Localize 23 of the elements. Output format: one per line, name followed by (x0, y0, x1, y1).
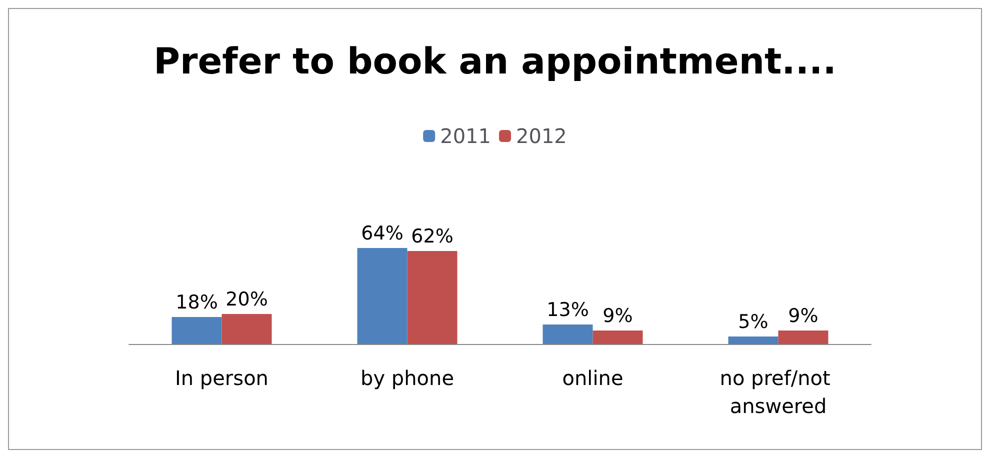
data-label: 18% (176, 292, 218, 314)
data-label: 13% (546, 299, 589, 321)
chart-title: Prefer to book an appointment.... (154, 42, 836, 82)
x-tick-label: online (562, 366, 624, 390)
data-label: 5% (738, 311, 768, 333)
data-label: 9% (788, 305, 818, 327)
bar (592, 330, 643, 344)
legend-label: 2012 (516, 124, 567, 148)
bar (407, 251, 458, 344)
x-tick-label: In person (175, 366, 268, 390)
bar (357, 248, 408, 344)
data-label: 20% (226, 288, 268, 310)
bar (728, 336, 778, 344)
data-label: 64% (361, 222, 404, 244)
bar (542, 324, 593, 344)
x-tick-label: by phone (360, 366, 454, 390)
bar (172, 317, 222, 344)
data-label: 9% (602, 305, 633, 327)
bar (778, 330, 828, 344)
legend-label: 2011 (440, 124, 492, 148)
x-tick-label: no pref/not answered (720, 366, 837, 418)
data-label: 62% (411, 226, 454, 248)
bar (222, 314, 272, 344)
